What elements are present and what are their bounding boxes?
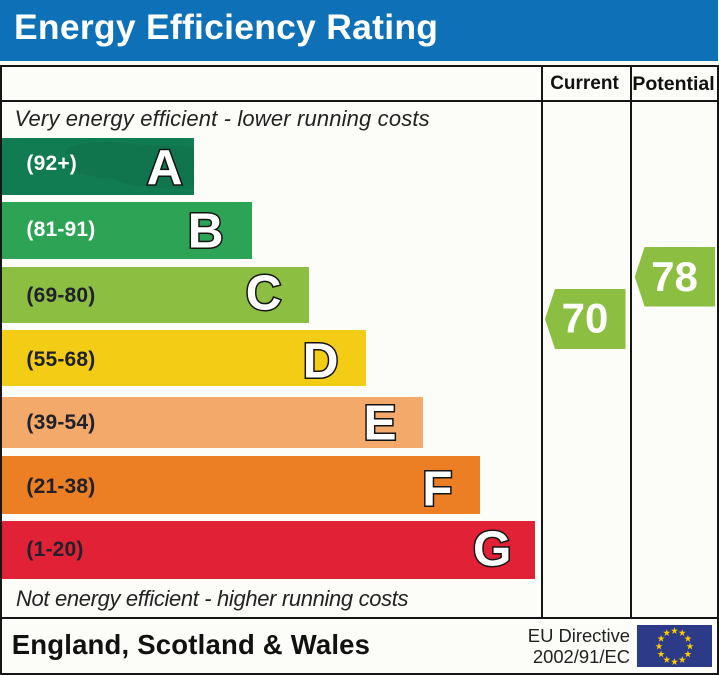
svg-text:E: E <box>363 396 396 451</box>
svg-text:C: C <box>246 266 282 321</box>
svg-text:78: 78 <box>651 253 698 300</box>
svg-text:G: G <box>473 522 512 577</box>
svg-text:70: 70 <box>562 295 609 342</box>
svg-text:A: A <box>147 140 183 195</box>
svg-text:D: D <box>303 334 339 389</box>
svg-text:B: B <box>188 204 224 259</box>
svg-text:F: F <box>422 462 452 517</box>
